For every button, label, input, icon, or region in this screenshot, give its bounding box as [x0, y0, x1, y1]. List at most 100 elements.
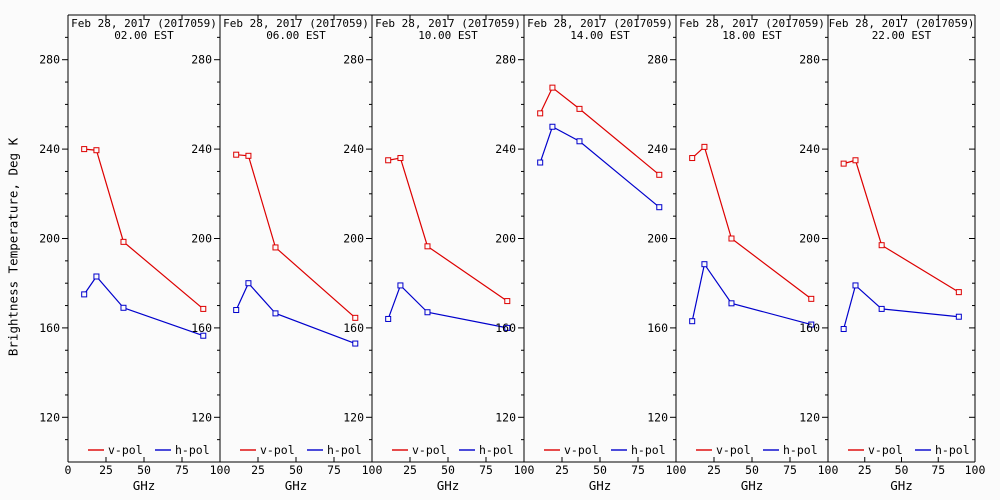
panel-title-time: 14.00 EST — [570, 29, 630, 42]
x-tick-label: 25 — [555, 463, 569, 477]
y-tick-label: 240 — [647, 142, 668, 156]
legend-vpol-label: v-pol — [412, 443, 447, 457]
v-pol-line — [84, 148, 204, 310]
v-pol-marker — [397, 155, 404, 162]
h-pol-marker — [352, 340, 359, 347]
panel-title-date: Feb 28, 2017 (2017059) — [375, 17, 521, 30]
legend-vpol-label: v-pol — [564, 443, 599, 457]
v-pol-marker — [385, 157, 392, 164]
h-pol-marker — [701, 261, 708, 268]
v-pol-line — [691, 145, 812, 300]
legend-hpol-label: h-pol — [935, 443, 970, 457]
y-tick-label: 160 — [343, 321, 364, 335]
y-tick-label: 280 — [647, 53, 668, 67]
v-pol-marker — [852, 157, 859, 164]
y-tick-label: 240 — [495, 142, 516, 156]
y-tick-label: 120 — [191, 410, 212, 424]
y-tick-label: 200 — [191, 232, 212, 246]
legend-vpol-label: v-pol — [868, 443, 903, 457]
h-pol-line — [539, 125, 660, 208]
v-pol-marker — [728, 235, 735, 242]
y-tick-label: 200 — [799, 232, 820, 246]
v-pol-marker — [537, 110, 544, 117]
v-pol-marker — [701, 143, 708, 150]
x-tick-label: 100 — [514, 463, 535, 477]
v-pol-line — [843, 159, 960, 293]
h-pol-marker — [272, 310, 279, 317]
panel-title-time: 18.00 EST — [722, 29, 782, 42]
x-tick-label: 100 — [666, 463, 687, 477]
v-pol-marker — [576, 105, 583, 112]
x-tick-label: 25 — [858, 463, 872, 477]
legend-hpol-label: h-pol — [783, 443, 818, 457]
v-pol-marker — [272, 244, 279, 251]
h-pol-line — [843, 284, 959, 330]
y-tick-label: 200 — [39, 232, 60, 246]
v-pol-marker — [878, 242, 885, 249]
x-tick-label: 50 — [745, 463, 759, 477]
h-pol-marker — [549, 123, 556, 130]
h-pol-marker — [537, 159, 544, 166]
y-tick-label: 160 — [799, 321, 820, 335]
x-tick-label: 75 — [783, 463, 797, 477]
x-tick-label: 75 — [175, 463, 189, 477]
h-pol-marker — [852, 282, 859, 289]
x-axis-title: GHz — [890, 478, 913, 493]
y-tick-label: 240 — [799, 142, 820, 156]
v-pol-marker — [200, 305, 207, 312]
x-tick-label: 50 — [895, 463, 909, 477]
h-pol-line — [691, 262, 812, 326]
legend-hpol-label: h-pol — [175, 443, 210, 457]
legend-hpol-label: h-pol — [327, 443, 362, 457]
panel-title-date: Feb 28, 2017 (2017059) — [829, 17, 975, 30]
y-tick-label: 200 — [495, 232, 516, 246]
legend-hpol-label: h-pol — [479, 443, 514, 457]
x-tick-label: 50 — [441, 463, 455, 477]
x-tick-label: 100 — [965, 463, 986, 477]
y-tick-label: 240 — [343, 142, 364, 156]
y-tick-label: 160 — [495, 321, 516, 335]
h-pol-marker — [656, 204, 663, 211]
h-pol-marker — [504, 324, 511, 331]
v-pol-line — [388, 157, 508, 302]
legend-vpol-label: v-pol — [108, 443, 143, 457]
h-pol-marker — [93, 273, 100, 280]
x-tick-label: 50 — [593, 463, 607, 477]
h-pol-marker — [955, 313, 962, 320]
h-pol-marker — [840, 326, 847, 333]
h-pol-marker — [808, 321, 815, 328]
y-tick-label: 120 — [495, 410, 516, 424]
h-pol-marker — [81, 291, 88, 298]
panel-title-date: Feb 28, 2017 (2017059) — [223, 17, 369, 30]
panel-title-time: 02.00 EST — [114, 29, 174, 42]
x-tick-label: 100 — [362, 463, 383, 477]
panel-title-date: Feb 28, 2017 (2017059) — [527, 17, 673, 30]
h-pol-marker — [424, 309, 431, 316]
y-tick-label: 200 — [343, 232, 364, 246]
y-axis-title: Brightness Temperature, Deg K — [5, 137, 21, 357]
y-tick-label: 280 — [191, 53, 212, 67]
legend-vpol-label: v-pol — [260, 443, 295, 457]
x-tick-label: 100 — [818, 463, 839, 477]
x-tick-label: 75 — [327, 463, 341, 477]
h-pol-marker — [233, 307, 240, 314]
y-tick-label: 280 — [799, 53, 820, 67]
v-pol-marker — [233, 151, 240, 158]
v-pol-marker — [955, 289, 962, 296]
x-tick-label: 25 — [99, 463, 113, 477]
h-pol-marker — [120, 304, 127, 311]
v-pol-line — [236, 154, 356, 319]
v-pol-marker — [81, 146, 88, 153]
v-pol-marker — [549, 84, 556, 91]
x-tick-label: 25 — [707, 463, 721, 477]
h-pol-marker — [397, 282, 404, 289]
x-tick-label: 75 — [479, 463, 493, 477]
h-pol-marker — [689, 318, 696, 325]
x-axis-title: GHz — [133, 478, 156, 493]
legend-hpol-label: h-pol — [631, 443, 666, 457]
panel-title-time: 10.00 EST — [418, 29, 478, 42]
v-pol-marker — [120, 238, 127, 245]
y-tick-label: 240 — [39, 142, 60, 156]
